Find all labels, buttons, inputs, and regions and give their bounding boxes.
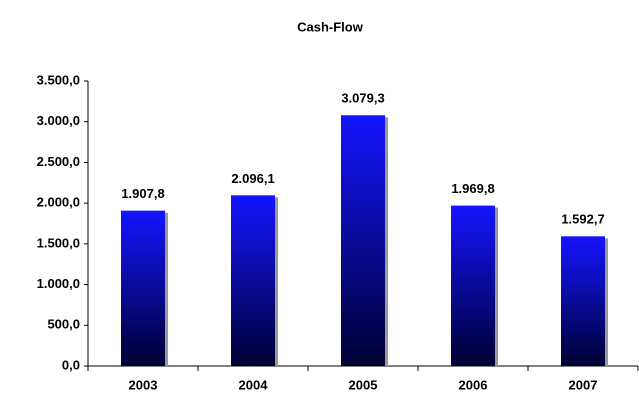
chart-title: Cash-Flow <box>297 19 364 34</box>
bar <box>561 236 605 366</box>
y-tick-label: 2.500,0 <box>37 154 80 169</box>
x-tick-label: 2006 <box>459 377 488 392</box>
x-tick-label: 2003 <box>129 377 158 392</box>
bar <box>121 210 165 366</box>
bar <box>341 115 385 366</box>
value-label: 2.096,1 <box>231 171 274 186</box>
x-tick-label: 2007 <box>569 377 598 392</box>
bar <box>231 195 275 366</box>
y-tick-label: 2.000,0 <box>37 195 80 210</box>
y-tick-label: 3.500,0 <box>37 72 80 87</box>
value-label: 1.592,7 <box>561 212 604 227</box>
value-label: 1.969,8 <box>451 181 494 196</box>
x-tick-label: 2005 <box>349 377 378 392</box>
y-tick-label: 1.000,0 <box>37 276 80 291</box>
value-label: 3.079,3 <box>341 91 384 106</box>
bar <box>451 205 495 366</box>
y-tick-label: 3.000,0 <box>37 113 80 128</box>
y-tick-label: 0,0 <box>62 357 80 372</box>
y-tick-label: 500,0 <box>47 317 80 332</box>
y-tick-label: 1.500,0 <box>37 235 80 250</box>
x-tick-label: 2004 <box>239 377 269 392</box>
value-label: 1.907,8 <box>121 186 164 201</box>
